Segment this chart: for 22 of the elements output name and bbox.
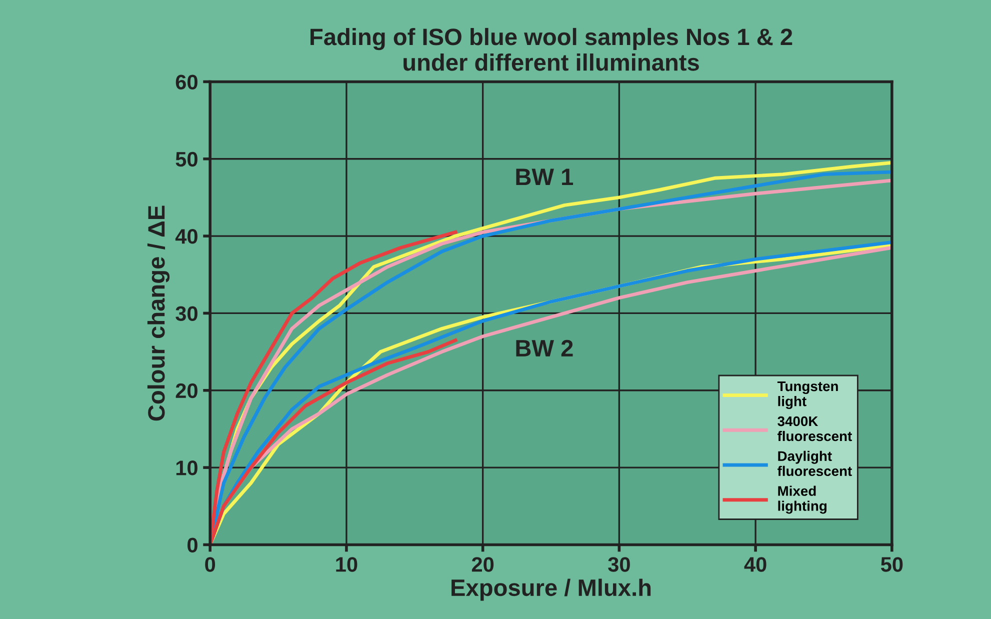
y-tick-label: 40 (175, 229, 198, 244)
y-tick-label: 30 (176, 306, 198, 321)
y-tick-label: 50 (176, 152, 198, 167)
y-axis-title: Colour change / ΔE (147, 206, 170, 421)
y-tick-label: 60 (176, 74, 198, 90)
y-tick-label: 10 (176, 460, 198, 476)
annotation: BW 1 (516, 168, 574, 186)
legend-label: 3400K fluorescent (778, 416, 852, 442)
x-tick-label: 20 (472, 557, 494, 572)
annotation: BW 2 (516, 340, 573, 356)
y-tick-label: 20 (176, 383, 198, 398)
x-tick-label: 10 (336, 557, 358, 572)
legend-label: Mixed lighting (778, 486, 826, 514)
x-tick-label: 40 (744, 557, 766, 572)
x-tick-label: 0 (205, 557, 216, 572)
x-tick-label: 30 (608, 557, 630, 572)
chart-title: Fading of ISO blue wool samples Nos 1 & 2 under different illuminants (310, 28, 792, 71)
x-axis-title: Exposure / Mlux.h (452, 578, 651, 601)
legend-label: Tungsten light (777, 382, 838, 410)
y-tick-label: 0 (188, 538, 198, 552)
x-tick-label: 50 (880, 557, 903, 572)
legend-label: Daylight fluorescent (778, 450, 852, 476)
